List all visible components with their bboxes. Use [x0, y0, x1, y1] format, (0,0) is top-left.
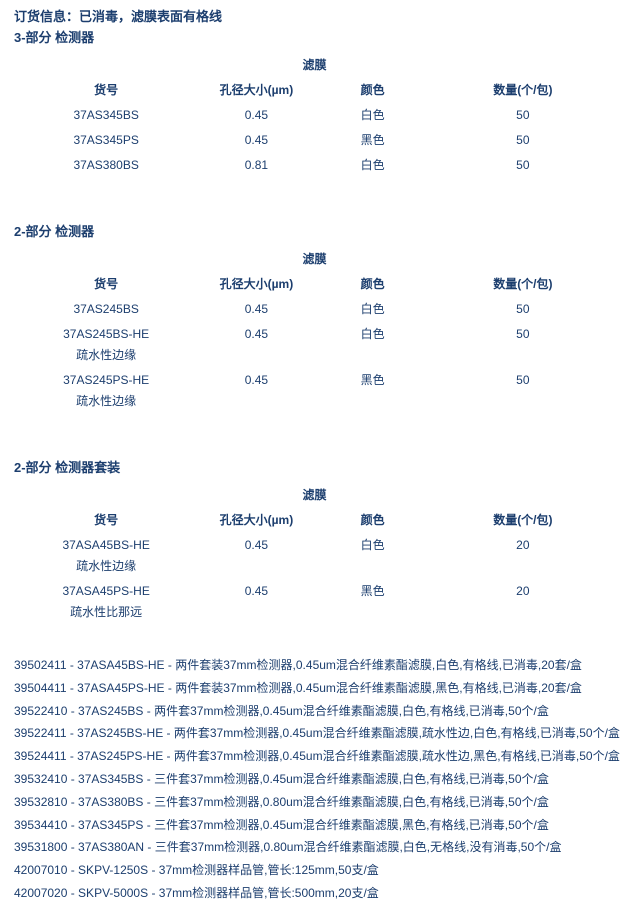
cell-pore: 0.45 — [198, 321, 314, 346]
table-subrow: 疏水性边缘 — [14, 557, 615, 578]
th-color: 颜色 — [315, 507, 431, 532]
cell-qty: 50 — [431, 127, 615, 152]
cell-pore: 0.45 — [198, 532, 314, 557]
cell-code: 37ASA45PS-HE — [14, 578, 198, 603]
cell-pore: 0.45 — [198, 296, 314, 321]
cell-qty: 50 — [431, 367, 615, 392]
section-gap — [14, 177, 615, 207]
cell-color: 黑色 — [315, 578, 431, 603]
table-subrow: 疏水性边缘 — [14, 346, 615, 367]
cell-code: 37AS245PS-HE — [14, 367, 198, 392]
th-pore: 孔径大小(µm) — [198, 271, 314, 296]
th-membrane: 滤膜 — [198, 482, 430, 507]
th-qty: 数量(个/包) — [431, 52, 615, 102]
listing-line: 39522411 - 37AS245BS-HE - 两件套37mm检测器,0.4… — [14, 722, 615, 745]
listing-line: 39532810 - 37AS380BS - 三件套37mm检测器,0.80um… — [14, 791, 615, 814]
cell-pore: 0.45 — [198, 367, 314, 392]
listing-line: 39522410 - 37AS245BS - 两件套37mm检测器,0.45um… — [14, 700, 615, 723]
table-row: 37AS245BS0.45白色50 — [14, 296, 615, 321]
th-pore: 孔径大小(µm) — [198, 77, 314, 102]
listing-line: 42007010 - SKPV-1250S - 37mm检测器样品管,管长:12… — [14, 859, 615, 882]
table-row: 37AS345BS0.45白色50 — [14, 102, 615, 127]
listing-line: 42007020 - SKPV-5000S - 37mm检测器样品管,管长:50… — [14, 882, 615, 905]
cell-color: 白色 — [315, 296, 431, 321]
th-qty: 数量(个/包) — [431, 482, 615, 532]
th-code: 货号 — [14, 246, 198, 296]
cell-code: 37AS345PS — [14, 127, 198, 152]
listing-line: 39524411 - 37AS245PS-HE - 两件套37mm检测器,0.4… — [14, 745, 615, 768]
cell-qty: 50 — [431, 102, 615, 127]
cell-code: 37ASA45BS-HE — [14, 532, 198, 557]
cell-code: 37AS245BS-HE — [14, 321, 198, 346]
cell-color: 白色 — [315, 102, 431, 127]
section-title: 2-部分 检测器套装 — [14, 457, 615, 476]
section-title: 2-部分 检测器 — [14, 221, 615, 240]
cell-pore: 0.45 — [198, 102, 314, 127]
cell-qty: 50 — [431, 296, 615, 321]
listing-line: 39502411 - 37ASA45BS-HE - 两件套装37mm检测器,0.… — [14, 654, 615, 677]
cell-qty: 20 — [431, 578, 615, 603]
section-title: 3-部分 检测器 — [14, 27, 615, 46]
cell-color: 黑色 — [315, 367, 431, 392]
section-gap — [14, 413, 615, 443]
th-color: 颜色 — [315, 271, 431, 296]
cell-subnote: 疏水性边缘 — [14, 557, 198, 578]
th-code: 货号 — [14, 52, 198, 102]
product-listing: 39502411 - 37ASA45BS-HE - 两件套装37mm检测器,0.… — [14, 654, 615, 905]
listing-line: 39504411 - 37ASA45PS-HE - 两件套装37mm检测器,0.… — [14, 677, 615, 700]
th-pore: 孔径大小(µm) — [198, 507, 314, 532]
cell-code: 37AS245BS — [14, 296, 198, 321]
cell-subnote: 疏水性比那远 — [14, 603, 198, 624]
cell-qty: 50 — [431, 152, 615, 177]
cell-code: 37AS345BS — [14, 102, 198, 127]
cell-qty: 20 — [431, 532, 615, 557]
th-code: 货号 — [14, 482, 198, 532]
table-row: 37AS245BS-HE0.45白色50 — [14, 321, 615, 346]
table-row: 37AS345PS0.45黑色50 — [14, 127, 615, 152]
header-note: 订货信息：已消毒，滤膜表面有格线 — [14, 6, 615, 25]
sections-root: 3-部分 检测器货号滤膜数量(个/包)孔径大小(µm)颜色37AS345BS0.… — [14, 27, 615, 624]
listing-line: 39532410 - 37AS345BS - 三件套37mm检测器,0.45um… — [14, 768, 615, 791]
th-membrane: 滤膜 — [198, 246, 430, 271]
spec-table: 货号滤膜数量(个/包)孔径大小(µm)颜色37ASA45BS-HE0.45白色2… — [14, 482, 615, 624]
table-row: 37ASA45PS-HE0.45黑色20 — [14, 578, 615, 603]
table-row: 37ASA45BS-HE0.45白色20 — [14, 532, 615, 557]
cell-pore: 0.81 — [198, 152, 314, 177]
cell-subnote: 疏水性边缘 — [14, 346, 198, 367]
table-row: 37AS380BS0.81白色50 — [14, 152, 615, 177]
cell-color: 白色 — [315, 532, 431, 557]
cell-code: 37AS380BS — [14, 152, 198, 177]
table-subrow: 疏水性比那远 — [14, 603, 615, 624]
table-row: 37AS245PS-HE0.45黑色50 — [14, 367, 615, 392]
listing-line: 39534410 - 37AS345PS - 三件套37mm检测器,0.45um… — [14, 814, 615, 837]
cell-pore: 0.45 — [198, 127, 314, 152]
cell-color: 白色 — [315, 152, 431, 177]
cell-color: 白色 — [315, 321, 431, 346]
spec-table: 货号滤膜数量(个/包)孔径大小(µm)颜色37AS245BS0.45白色5037… — [14, 246, 615, 413]
listing-line: 39531800 - 37AS380AN - 三件套37mm检测器,0.80um… — [14, 836, 615, 859]
cell-color: 黑色 — [315, 127, 431, 152]
table-subrow: 疏水性边缘 — [14, 392, 615, 413]
th-membrane: 滤膜 — [198, 52, 430, 77]
cell-pore: 0.45 — [198, 578, 314, 603]
cell-subnote: 疏水性边缘 — [14, 392, 198, 413]
th-qty: 数量(个/包) — [431, 246, 615, 296]
th-color: 颜色 — [315, 77, 431, 102]
cell-qty: 50 — [431, 321, 615, 346]
spec-table: 货号滤膜数量(个/包)孔径大小(µm)颜色37AS345BS0.45白色5037… — [14, 52, 615, 177]
